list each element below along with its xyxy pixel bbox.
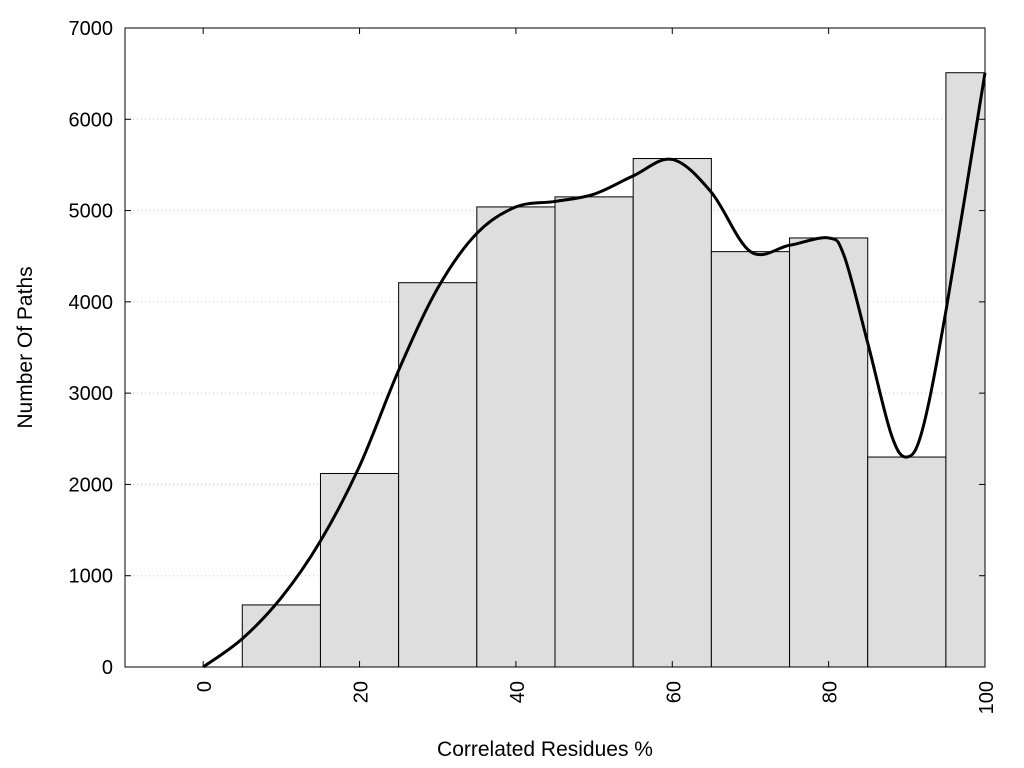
y-axis-ticks: 0 1000 2000 3000 4000 5000 6000 7000 — [69, 18, 985, 679]
y-tick-label-5000: 5000 — [69, 201, 114, 223]
density-curve — [202, 72, 987, 669]
y-tick-label-0: 0 — [102, 657, 113, 679]
plot-frame — [124, 27, 986, 668]
bar-8 — [867, 456, 947, 668]
x-axis-ticks: 0 20 40 60 80 100 — [194, 28, 998, 714]
y-tick-label-7000: 7000 — [69, 18, 114, 40]
y-tick-label-1000: 1000 — [69, 566, 114, 588]
bar-6 — [710, 251, 791, 668]
density-curve-layer — [202, 72, 987, 669]
bar-9 — [945, 72, 986, 668]
y-axis-title: Number Of Paths — [14, 266, 37, 428]
x-tick-label-20: 20 — [351, 681, 373, 703]
bar-5 — [632, 158, 712, 668]
y-tick-label-3000: 3000 — [69, 383, 114, 405]
bar-1 — [319, 472, 400, 668]
x-tick-label-0: 0 — [194, 681, 216, 692]
bar-0 — [241, 604, 321, 668]
bar-4 — [554, 196, 634, 668]
x-tick-label-80: 80 — [820, 681, 842, 703]
x-tick-label-40: 40 — [507, 681, 529, 703]
x-tick-label-100: 100 — [976, 681, 998, 714]
x-axis-title: Correlated Residues % — [437, 738, 653, 761]
bar-3 — [476, 206, 556, 668]
bar-7 — [789, 237, 869, 668]
y-tick-label-6000: 6000 — [69, 109, 114, 131]
y-tick-label-2000: 2000 — [69, 474, 114, 496]
x-tick-label-60: 60 — [663, 681, 685, 703]
bar-series — [241, 72, 986, 668]
bar-2 — [398, 282, 478, 668]
y-tick-label-4000: 4000 — [69, 292, 114, 314]
